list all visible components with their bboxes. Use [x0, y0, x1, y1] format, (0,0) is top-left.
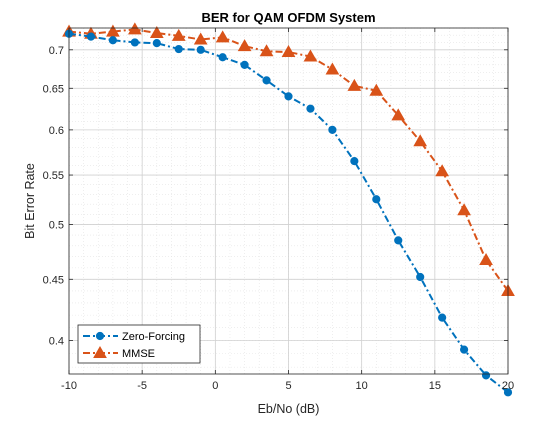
- y-tick-label: 0.5: [49, 220, 64, 232]
- x-tick-label: -5: [137, 380, 147, 392]
- major-grid: [68, 28, 509, 374]
- data-point: [86, 32, 96, 41]
- chart-title: BER for QAM OFDM System: [201, 10, 375, 25]
- data-point: [394, 236, 403, 245]
- data-point: [284, 92, 293, 101]
- data-point: [503, 388, 513, 397]
- y-axis-title: Bit Error Rate: [23, 163, 37, 239]
- data-point: [130, 38, 139, 47]
- data-point: [149, 25, 164, 39]
- data-point: [350, 156, 359, 166]
- data-point: [218, 53, 227, 62]
- legend-marker: [95, 331, 105, 341]
- data-point: [108, 36, 118, 45]
- data-point: [193, 32, 208, 45]
- legend-label: MMSE: [122, 348, 155, 360]
- y-tick-label: 0.6: [49, 125, 64, 137]
- y-tick-label: 0.45: [43, 274, 64, 286]
- data-point: [325, 62, 340, 75]
- y-tick-label: 0.55: [43, 170, 64, 182]
- data-point: [479, 253, 493, 266]
- data-point: [481, 371, 491, 380]
- legend: Zero-Forcing MMSE: [77, 324, 201, 364]
- data-point: [391, 108, 406, 121]
- data-point: [281, 45, 296, 58]
- y-tick-label: 0.7: [49, 45, 64, 57]
- data-point: [174, 44, 183, 54]
- data-point: [438, 313, 447, 322]
- series-zero-forcing: [64, 29, 513, 397]
- x-tick-label: 20: [502, 380, 514, 392]
- data-point: [106, 24, 120, 37]
- data-point: [328, 125, 337, 134]
- x-tick-label: 10: [356, 380, 368, 392]
- data-point: [262, 76, 271, 85]
- data-point: [240, 60, 249, 69]
- x-tick-label: 0: [212, 380, 218, 392]
- series-line: [68, 32, 509, 394]
- data-point: [369, 83, 384, 96]
- data-point: [435, 164, 450, 177]
- data-point: [152, 39, 161, 48]
- data-point: [237, 39, 252, 52]
- y-tick-label: 0.65: [43, 83, 64, 95]
- series-layer: [62, 22, 515, 397]
- data-point: [196, 45, 205, 54]
- legend-item: MMSE: [83, 345, 155, 360]
- data-point: [457, 203, 471, 216]
- x-tick-label: 5: [285, 380, 291, 392]
- legend-label: Zero-Forcing: [122, 331, 185, 343]
- data-point: [413, 134, 428, 147]
- x-axis-title: Eb/No (dB): [258, 402, 320, 416]
- y-tick-labels: 0.4 0.45 0.5 0.55 0.6 0.65 0.7: [43, 45, 64, 348]
- data-point: [215, 30, 230, 43]
- x-tick-labels: -10 -5 0 5 10 15 20: [61, 380, 514, 392]
- data-point: [460, 345, 469, 354]
- data-point: [259, 44, 274, 57]
- data-point: [416, 272, 425, 282]
- legend-item: Zero-Forcing: [83, 331, 185, 343]
- data-point: [171, 28, 186, 41]
- x-tick-label: -10: [61, 380, 77, 392]
- y-tick-label: 0.4: [49, 335, 64, 347]
- x-tick-label: 15: [429, 380, 441, 392]
- legend-marker: [93, 345, 107, 358]
- data-point: [372, 195, 381, 204]
- data-point: [306, 104, 315, 113]
- tick-marks: [68, 28, 509, 374]
- data-point: [127, 22, 142, 35]
- data-point: [303, 49, 318, 62]
- data-point: [347, 78, 362, 91]
